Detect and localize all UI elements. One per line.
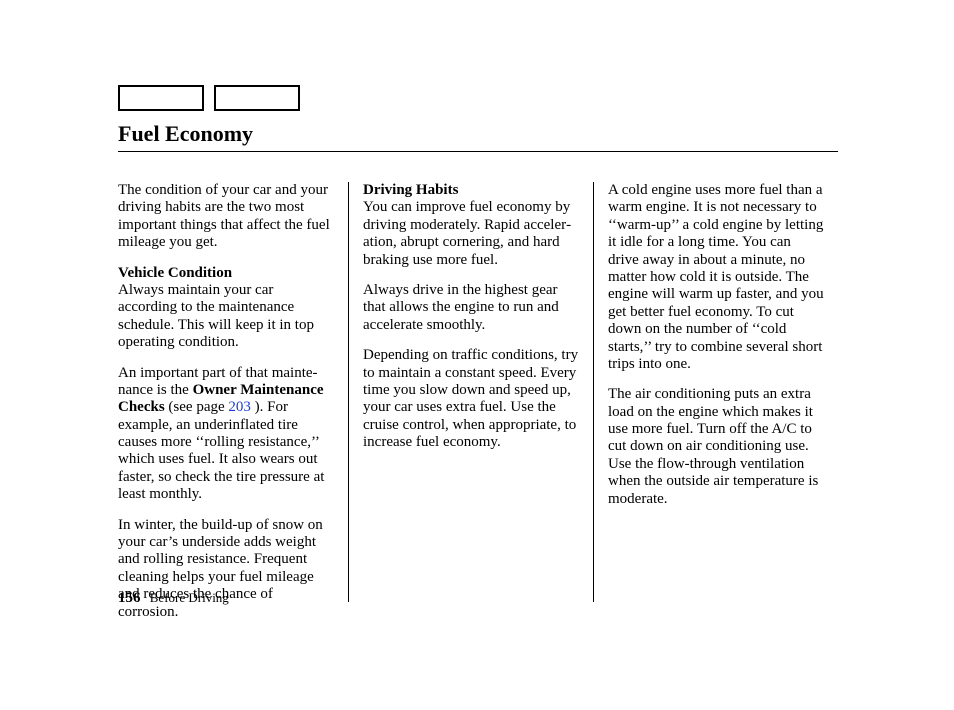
page-title: Fuel Economy: [118, 121, 838, 147]
header-boxes: [118, 85, 838, 111]
vehicle-condition-block: Vehicle Condition Always maintain your c…: [118, 265, 334, 352]
column-2: Driving Habits You can improve fuel econ…: [348, 182, 593, 602]
p2-part-b: (see page: [165, 399, 229, 415]
header-box-2: [214, 85, 300, 111]
vehicle-condition-p1: Always maintain your car according to th…: [118, 282, 314, 350]
page-content: Fuel Economy The condition of your car a…: [118, 85, 838, 602]
air-conditioning-paragraph: The air conditioning puts an extra load …: [608, 386, 824, 508]
highest-gear-paragraph: Always drive in the highest gear that al…: [363, 282, 579, 334]
column-1: The condition of your car and your drivi…: [118, 182, 348, 602]
header-box-1: [118, 85, 204, 111]
driving-habits-heading: Driving Habits: [363, 182, 458, 198]
column-3: A cold engine uses more fuel than a warm…: [593, 182, 838, 602]
driving-habits-block: Driving Habits You can improve fuel econ…: [363, 182, 579, 269]
body-columns: The condition of your car and your drivi…: [118, 182, 838, 602]
cold-engine-paragraph: A cold engine uses more fuel than a warm…: [608, 182, 824, 373]
title-rule: [118, 151, 838, 152]
intro-paragraph: The condition of your car and your drivi…: [118, 182, 334, 252]
page-reference-link[interactable]: 203: [228, 399, 251, 415]
page-number: 156: [118, 590, 141, 606]
constant-speed-paragraph: Depending on traffic conditions, try to …: [363, 347, 579, 451]
section-label: Before Driving: [150, 590, 229, 605]
driving-habits-p1: You can improve fuel economy by driving …: [363, 199, 571, 267]
vehicle-condition-heading: Vehicle Condition: [118, 265, 232, 281]
maintenance-checks-paragraph: An important part of that mainte­nance i…: [118, 365, 334, 504]
page-footer: 156 Before Driving: [118, 590, 229, 607]
